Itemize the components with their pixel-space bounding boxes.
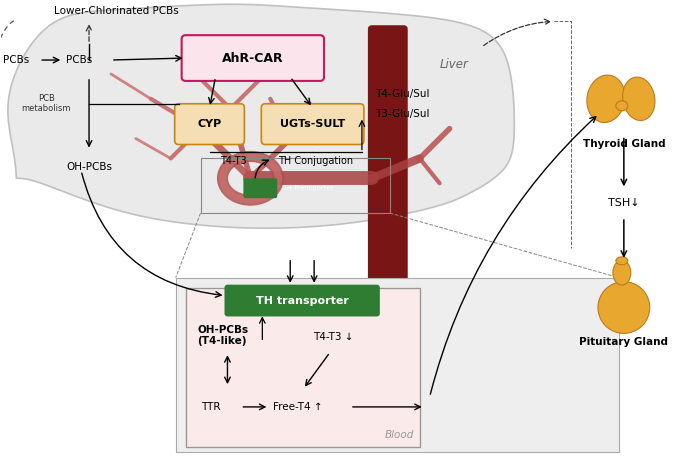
- Text: OH-PCBs
(T4-like): OH-PCBs (T4-like): [197, 325, 249, 346]
- Text: TSH↓: TSH↓: [608, 198, 640, 208]
- FancyBboxPatch shape: [262, 104, 364, 145]
- Text: TH Transporter: TH Transporter: [282, 185, 334, 191]
- Text: PCBs: PCBs: [66, 55, 92, 65]
- Text: Pituitary Gland: Pituitary Gland: [580, 338, 669, 347]
- FancyBboxPatch shape: [225, 285, 380, 316]
- Text: Lower-Chlorinated PCBs: Lower-Chlorinated PCBs: [53, 6, 178, 16]
- Ellipse shape: [623, 77, 655, 120]
- Text: OH-PCBs: OH-PCBs: [66, 163, 112, 172]
- Text: T4-T3: T4-T3: [220, 157, 247, 166]
- Text: TTR: TTR: [201, 402, 220, 412]
- Text: UGTs-SULT: UGTs-SULT: [280, 119, 345, 129]
- Text: TH transporter: TH transporter: [256, 295, 349, 305]
- Ellipse shape: [616, 101, 628, 111]
- Text: PCBs: PCBs: [3, 55, 29, 65]
- Text: AhR-CAR: AhR-CAR: [222, 52, 284, 65]
- FancyBboxPatch shape: [186, 288, 420, 447]
- Text: PCB
metabolism: PCB metabolism: [21, 94, 71, 114]
- FancyBboxPatch shape: [182, 35, 324, 81]
- Text: Free-T4 ↑: Free-T4 ↑: [273, 402, 323, 412]
- Ellipse shape: [613, 260, 631, 285]
- Polygon shape: [8, 4, 514, 228]
- Text: Blood: Blood: [384, 430, 414, 440]
- Text: TH Conjugation: TH Conjugation: [277, 157, 353, 166]
- Text: T3-Glu/Sul: T3-Glu/Sul: [375, 109, 429, 119]
- FancyBboxPatch shape: [243, 178, 277, 198]
- Ellipse shape: [616, 257, 628, 265]
- Ellipse shape: [587, 75, 625, 122]
- FancyBboxPatch shape: [175, 104, 245, 145]
- Text: Liver: Liver: [440, 58, 469, 71]
- FancyBboxPatch shape: [356, 373, 420, 411]
- Bar: [201, 158, 390, 213]
- Text: T4-Glu/Sul: T4-Glu/Sul: [375, 89, 429, 99]
- Ellipse shape: [598, 282, 650, 333]
- FancyBboxPatch shape: [368, 25, 408, 406]
- Text: Thyroid Gland: Thyroid Gland: [582, 139, 665, 148]
- FancyBboxPatch shape: [175, 278, 619, 452]
- Text: CYP: CYP: [197, 119, 222, 129]
- Text: T4-T3 ↓: T4-T3 ↓: [313, 333, 353, 342]
